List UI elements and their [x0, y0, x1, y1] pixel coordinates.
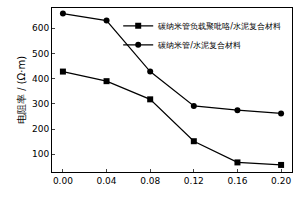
svg-text:0.04: 0.04 [97, 176, 117, 186]
svg-text:0.12: 0.12 [184, 176, 204, 186]
svg-text:碳纳米管负载聚吡咯/水泥复合材料: 碳纳米管负载聚吡咯/水泥复合材料 [157, 22, 281, 31]
svg-text:0.08: 0.08 [140, 176, 160, 186]
svg-text:0.00: 0.00 [53, 176, 73, 186]
svg-text:200: 200 [32, 124, 49, 134]
svg-text:100: 100 [32, 149, 49, 159]
svg-text:0.20: 0.20 [271, 176, 291, 186]
svg-text:电阻率 / (Ω·m): 电阻率 / (Ω·m) [16, 56, 27, 124]
svg-text:300: 300 [32, 99, 49, 109]
svg-text:碳纳米管/水泥复合材料: 碳纳米管/水泥复合材料 [157, 41, 241, 50]
svg-text:0.16: 0.16 [227, 176, 247, 186]
svg-text:400: 400 [32, 74, 49, 84]
svg-text:600: 600 [32, 23, 49, 33]
svg-text:500: 500 [32, 49, 49, 59]
